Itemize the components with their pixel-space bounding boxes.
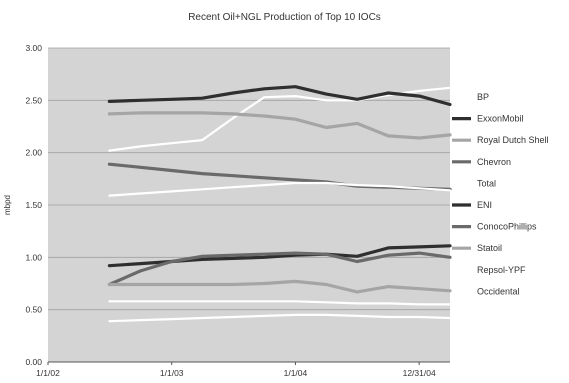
- y-tick-label: 0.50: [25, 305, 42, 315]
- y-tick-label: 1.00: [25, 252, 42, 262]
- legend-label: Total: [477, 178, 496, 188]
- y-tick-label: 2.00: [25, 148, 42, 158]
- legend-label: Occidental: [477, 286, 520, 296]
- y-axis-label: mbpd: [3, 195, 12, 215]
- series-line-occidental: [108, 313, 452, 323]
- legend-label: ExxonMobil: [477, 114, 524, 124]
- legend-label: Chevron: [477, 157, 511, 167]
- series-line-statoil: [107, 279, 452, 294]
- legend-label: ConocoPhillips: [477, 222, 537, 232]
- legend-label: Repsol-YPF: [477, 265, 526, 275]
- legend-label: BP: [477, 92, 489, 102]
- x-tick-label: 1/1/03: [160, 368, 184, 378]
- chart-title: Recent Oil+NGL Production of Top 10 IOCs: [188, 12, 381, 23]
- y-tick-label: 0.00: [25, 357, 42, 367]
- series-line-royal-dutch-shell: [107, 111, 452, 140]
- y-tick-label: 3.00: [25, 43, 42, 53]
- x-tick-label: 12/31/04: [403, 368, 436, 378]
- legend-label: Royal Dutch Shell: [477, 135, 549, 145]
- x-tick-label: 1/1/04: [284, 368, 308, 378]
- series-line-exxonmobil: [107, 85, 452, 107]
- legend: BP ExxonMobil Royal Dutch Shell Chevron Tota…: [452, 92, 549, 296]
- axes: 0.00 0.50 1.00 1.50 2.00 2.50 3.00 1/1/02 1/1/03…: [3, 43, 450, 378]
- y-tick-label: 2.50: [25, 95, 42, 105]
- series-lines: [107, 85, 452, 323]
- series-line-repsol-ypf: [108, 300, 452, 306]
- series-line-conocophillips: [107, 251, 452, 287]
- series-line-total: [108, 181, 452, 197]
- x-tick-label: 1/1/02: [36, 368, 60, 378]
- y-tick-label: 1.50: [25, 200, 42, 210]
- legend-label: Statoil: [477, 243, 502, 253]
- legend-label: ENI: [477, 200, 492, 210]
